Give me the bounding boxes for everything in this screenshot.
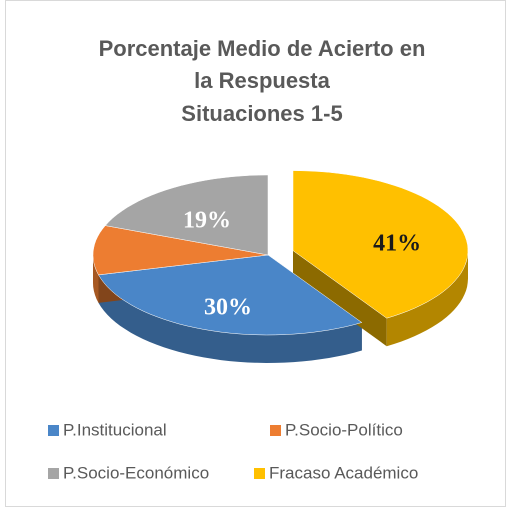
- legend-swatch: [48, 468, 59, 479]
- legend-label: P.Socio-Económico: [63, 463, 209, 482]
- slice-wall: [98, 274, 362, 363]
- data-label: 30%: [204, 295, 252, 321]
- legend-label: P.Socio-Político: [285, 420, 403, 439]
- legend-swatch: [48, 425, 59, 436]
- chart-title: Situaciones 1-5: [181, 101, 342, 126]
- chart-title: Porcentaje Medio de Acierto en: [99, 36, 426, 61]
- slice: [92, 225, 269, 276]
- legend-swatch: [270, 425, 281, 436]
- legend-label: P.Institucional: [63, 420, 167, 439]
- slice: [104, 174, 269, 256]
- slice: [98, 254, 363, 336]
- legend-swatch: [254, 468, 265, 479]
- slice: [292, 170, 469, 319]
- slice-side: [293, 250, 387, 347]
- chart-title: la Respuesta: [194, 68, 330, 93]
- data-label: 41%: [373, 230, 421, 256]
- slice-wall: [93, 255, 99, 303]
- data-label: 19%: [183, 207, 231, 233]
- legend-label: Fracaso Académico: [269, 463, 418, 482]
- slice-wall: [386, 250, 468, 347]
